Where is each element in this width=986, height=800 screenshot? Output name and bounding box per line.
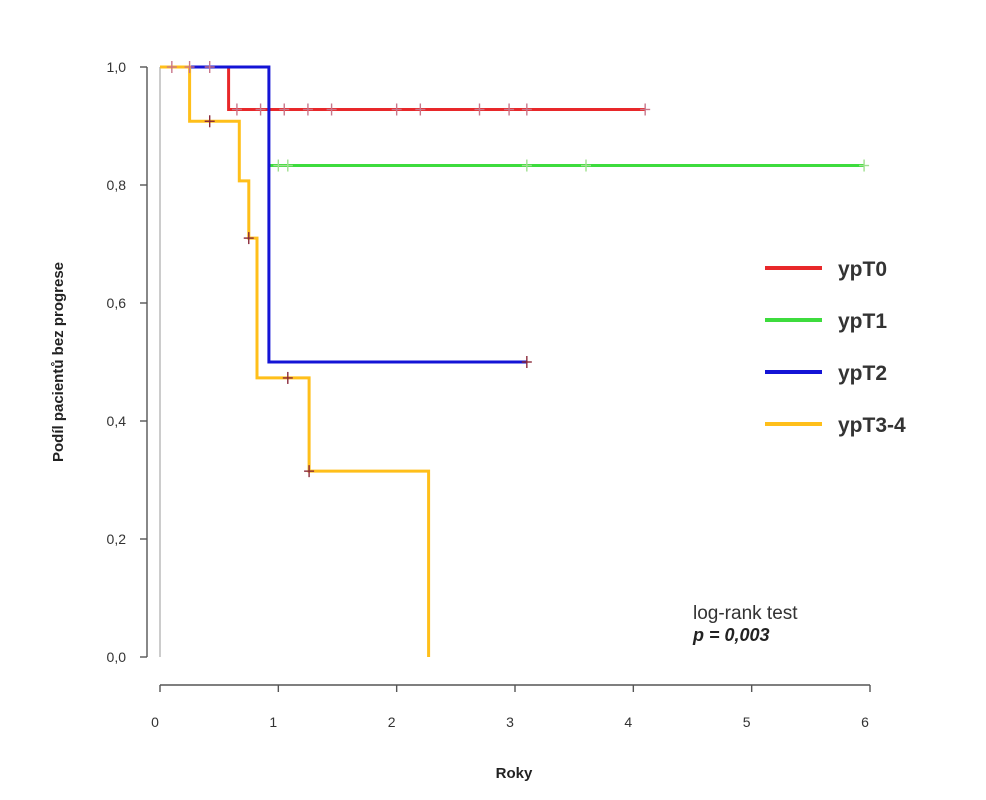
y-tick-label: 0,8	[107, 177, 127, 193]
legend-item-ypt2: ypT2	[765, 362, 887, 385]
p-value-label: p = 0,003	[692, 625, 770, 645]
censor-mark-ypt3-4	[204, 115, 215, 128]
censor-mark-ypt0	[255, 103, 266, 116]
censor-mark-ypt3-4	[304, 465, 315, 478]
censor-mark-ypt0	[184, 61, 195, 73]
censor-mark-ypt2	[521, 356, 532, 368]
censor-mark-ypt0	[302, 103, 313, 116]
y-tick-label: 0,6	[107, 295, 127, 311]
x-tick-label: 3	[506, 714, 514, 730]
censor-mark-ypt0	[391, 103, 402, 116]
x-tick-label: 1	[269, 714, 277, 730]
x-tick-label: 4	[624, 714, 632, 730]
censor-mark-ypt0	[474, 103, 485, 116]
censor-mark-ypt0	[504, 103, 515, 116]
y-tick-label: 0,2	[107, 531, 127, 547]
censor-mark-ypt0	[326, 103, 337, 116]
censor-mark-ypt1	[581, 159, 591, 172]
y-tick-label: 0,4	[107, 413, 127, 429]
censor-mark-ypt0	[231, 103, 242, 116]
series-line-ypt0	[160, 65, 646, 111]
censor-mark-ypt0	[521, 103, 532, 116]
censor-mark-ypt3-4	[282, 371, 293, 384]
censor-mark-ypt0	[279, 103, 290, 116]
x-tick-label: 6	[861, 714, 869, 730]
censor-mark-ypt1	[859, 159, 870, 172]
x-tick-label: 0	[151, 714, 159, 730]
y-tick-label: 0,0	[107, 649, 127, 665]
censor-mark-ypt3-4	[243, 232, 254, 245]
legend: ypT0 ypT1 ypT2 ypT3-4	[765, 258, 906, 437]
legend-label-ypt3-4: ypT3-4	[838, 414, 906, 437]
legend-label-ypt1: ypT1	[838, 310, 887, 333]
x-tick-label: 5	[743, 714, 751, 730]
series-line-ypt2	[160, 65, 527, 364]
legend-label-ypt0: ypT0	[838, 258, 887, 281]
y-tick-label: 1,0	[107, 59, 127, 75]
chart-axes: 0,0 0,2 0,4 0,6 0,8 1,0 0 1 2 3 4 5 6	[107, 59, 871, 730]
censor-mark-ypt0	[415, 103, 426, 116]
y-axis-title: Podíl pacientů bez progrese	[50, 262, 67, 462]
legend-label-ypt2: ypT2	[838, 362, 887, 385]
censor-mark-ypt0	[204, 61, 215, 73]
censor-mark-ypt1	[521, 159, 532, 172]
legend-item-ypt3-4: ypT3-4	[765, 414, 906, 437]
censor-mark-ypt1	[273, 159, 284, 172]
censor-mark-ypt0	[166, 61, 177, 73]
censor-marks	[166, 61, 870, 478]
legend-item-ypt1: ypT1	[765, 310, 887, 333]
legend-item-ypt0: ypT0	[765, 258, 887, 281]
x-tick-label: 2	[388, 714, 396, 730]
x-axis-title: Roky	[496, 765, 533, 782]
survival-curves	[160, 65, 865, 657]
censor-mark-ypt0	[640, 103, 651, 116]
censor-mark-ypt1	[282, 159, 293, 172]
logrank-test-label: log-rank test	[693, 603, 798, 624]
